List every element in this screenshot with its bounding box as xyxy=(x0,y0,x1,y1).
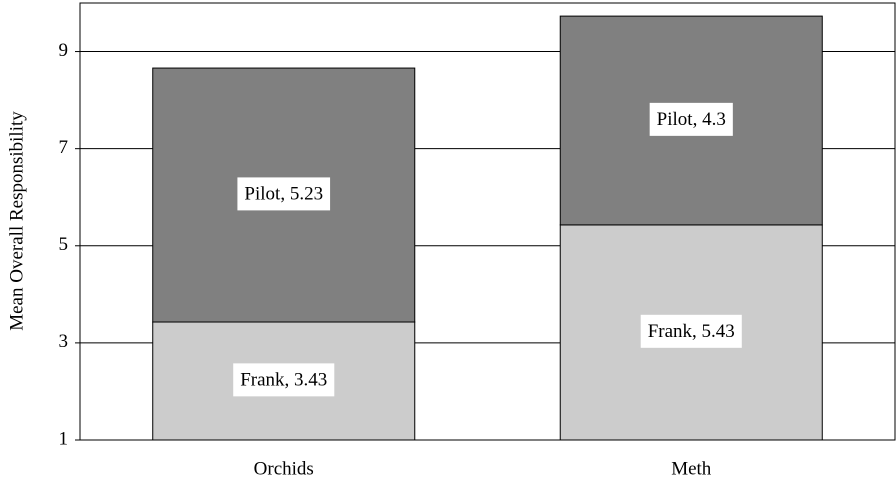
data-label-box xyxy=(640,314,742,348)
plot-frame xyxy=(79,2,896,441)
x-tick-label: Orchids xyxy=(254,458,314,479)
data-label-box xyxy=(233,363,335,397)
x-tick-label: Meth xyxy=(671,458,712,479)
data-label-box xyxy=(237,177,331,211)
y-tick-label: 1 xyxy=(59,428,69,449)
y-tick-label: 3 xyxy=(59,331,69,352)
y-axis-label: Mean Overall Responsibility xyxy=(6,111,27,331)
data-label: Pilot, 5.23 xyxy=(244,183,323,204)
data-label: Frank, 3.43 xyxy=(240,369,327,390)
y-tick-label: 7 xyxy=(59,137,69,158)
data-label-box xyxy=(649,102,733,136)
data-label: Frank, 5.43 xyxy=(648,321,735,342)
data-label: Pilot, 4.3 xyxy=(657,109,726,130)
y-tick-label: 5 xyxy=(59,234,69,255)
y-tick-label: 9 xyxy=(59,40,69,61)
